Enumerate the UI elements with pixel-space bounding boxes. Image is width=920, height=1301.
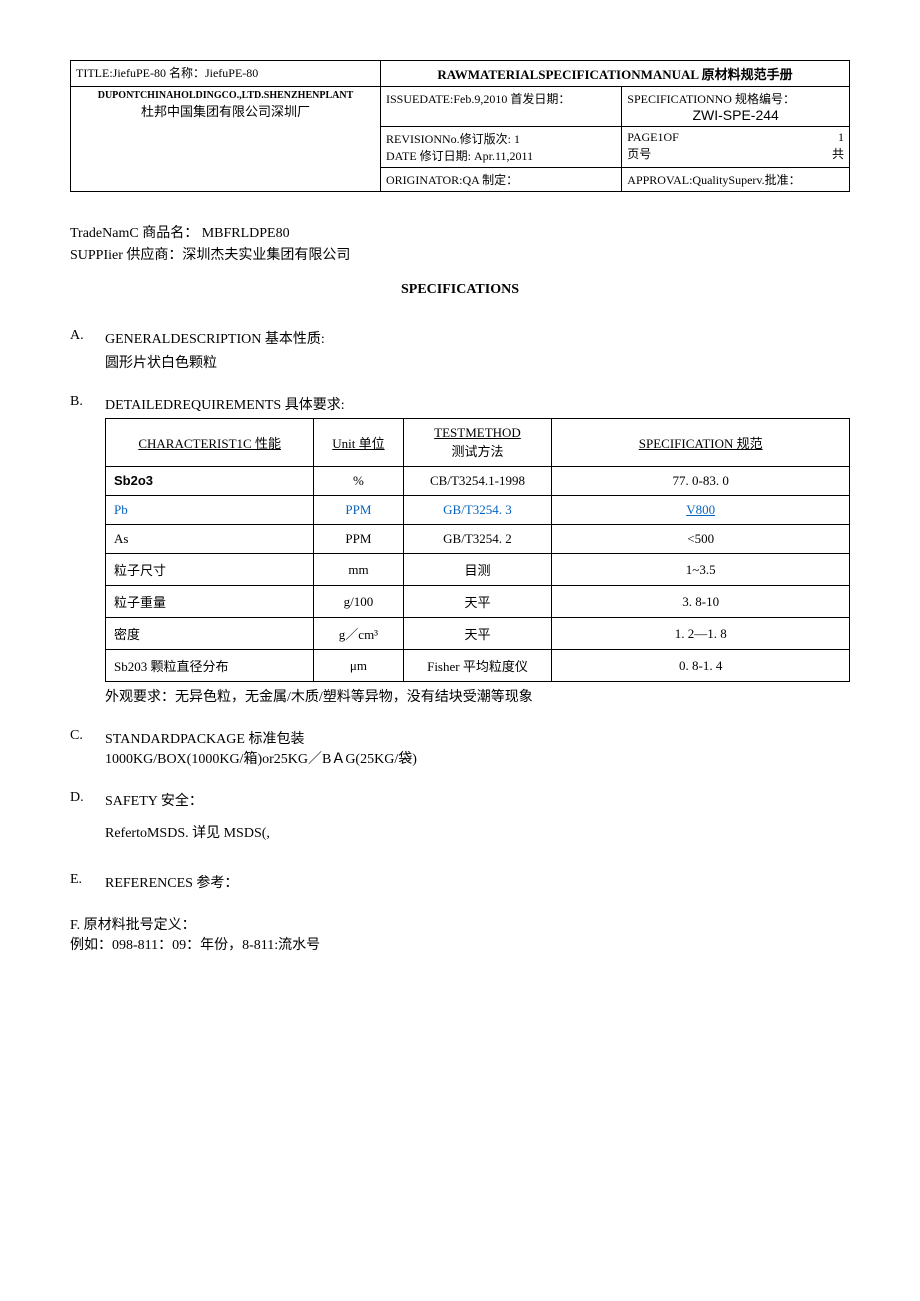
company-en: DUPONTCHINAHOLDINGCO.,LTD.SHENZHENPLANT: [76, 90, 375, 101]
cell-method: 目测: [403, 554, 552, 586]
cell-unit: PPM: [314, 525, 403, 554]
table-row: Sb2o3%CB/T3254.1-199877. 0-83. 0: [106, 467, 850, 496]
approval: APPROVAL:QualitySuperv.批准：: [622, 168, 850, 192]
cell-characteristic: Sb2o3: [106, 467, 314, 496]
section-e: E. REFERENCES 参考：: [70, 872, 850, 892]
section-e-letter: E.: [70, 872, 105, 892]
cell-spec: 77. 0-83. 0: [552, 467, 850, 496]
supplier: SUPPIier 供应商：深圳杰夫实业集团有限公司: [70, 244, 850, 264]
spec-no: ZWI-SPE-244: [627, 107, 844, 123]
company-cn: 杜邦中国集团有限公司深圳厂: [76, 101, 375, 120]
cell-spec: V800: [552, 496, 850, 525]
section-a-title: GENERALDESCRIPTION 基本性质:: [105, 328, 850, 348]
th-spec: SPECIFICATION 规范: [552, 419, 850, 467]
section-a-letter: A.: [70, 328, 105, 348]
page-total-label: 共: [832, 145, 844, 162]
cell-unit: g/100: [314, 586, 403, 618]
th-unit: Unit 单位: [314, 419, 403, 467]
section-d-letter: D.: [70, 790, 105, 810]
section-c-title: STANDARDPACKAGE 标准包装: [105, 728, 850, 748]
page-info-cell: PAGE1OF 1 页号 共: [622, 127, 850, 168]
section-f-line2: 例如：098-811：09：年份，8-811:流水号: [70, 934, 850, 954]
table-row: Sb203 颗粒直径分布μmFisher 平均粒度仪0. 8-1. 4: [106, 650, 850, 682]
section-e-title: REFERENCES 参考：: [105, 872, 850, 892]
cell-unit: μm: [314, 650, 403, 682]
cell-spec: 1~3.5: [552, 554, 850, 586]
cell-method: GB/T3254. 2: [403, 525, 552, 554]
section-c: C. STANDARDPACKAGE 标准包装 1000KG/BOX(1000K…: [70, 728, 850, 768]
cell-characteristic: 粒子重量: [106, 586, 314, 618]
table-row: 粒子重量g/100天平3. 8-10: [106, 586, 850, 618]
cell-characteristic: 粒子尺寸: [106, 554, 314, 586]
section-d-title: SAFETY 安全：: [105, 790, 850, 810]
section-f-line1: F. 原材料批号定义：: [70, 914, 850, 934]
page-of-num: 1: [838, 130, 844, 145]
spec-title: SPECIFICATIONS: [70, 282, 850, 298]
section-a: A. GENERALDESCRIPTION 基本性质: 圆形片状白色颗粒: [70, 328, 850, 372]
doc-title: TITLE:JiefuPE-80 名称：JiefuPE-80: [76, 66, 258, 80]
table-row: 粒子尺寸mm目测1~3.5: [106, 554, 850, 586]
cell-method: CB/T3254.1-1998: [403, 467, 552, 496]
page-of-label: PAGE1OF: [627, 130, 679, 145]
trade-info: TradeNamC 商品名： MBFRLDPE80 SUPPIier 供应商：深…: [70, 222, 850, 264]
table-row: 密度g／cm³天平1. 2—1. 8: [106, 618, 850, 650]
cell-characteristic: Pb: [106, 496, 314, 525]
section-f: F. 原材料批号定义： 例如：098-811：09：年份，8-811:流水号: [70, 914, 850, 954]
company-cell: DUPONTCHINAHOLDINGCO.,LTD.SHENZHENPLANT …: [71, 87, 381, 192]
cell-unit: mm: [314, 554, 403, 586]
cell-unit: %: [314, 467, 403, 496]
cell-characteristic: Sb203 颗粒直径分布: [106, 650, 314, 682]
section-d-body: RefertoMSDS. 详见 MSDS(,: [105, 822, 850, 842]
cell-method: GB/T3254. 3: [403, 496, 552, 525]
section-a-body: 圆形片状白色颗粒: [105, 352, 850, 372]
spec-no-label: SPECIFICATIONNO 规格编号：: [627, 90, 844, 107]
table-row: AsPPMGB/T3254. 2<500: [106, 525, 850, 554]
cell-unit: g／cm³: [314, 618, 403, 650]
title-cell: TITLE:JiefuPE-80 名称：JiefuPE-80: [71, 61, 381, 87]
cell-spec: 0. 8-1. 4: [552, 650, 850, 682]
revision-no: REVISIONNo.修订版次: 1: [386, 130, 616, 147]
cell-unit: PPM: [314, 496, 403, 525]
appearance-note: 外观要求：无异色粒，无金属/木质/塑料等异物，没有结块受潮等现象: [105, 686, 850, 706]
originator: ORIGINATOR:QA 制定：: [381, 168, 622, 192]
spec-table: CHARACTERIST1C 性能 Unit 单位 TESTMETHOD 测试方…: [105, 418, 850, 682]
spec-no-cell: SPECIFICATIONNO 规格编号： ZWI-SPE-244: [622, 87, 850, 127]
cell-spec: 3. 8-10: [552, 586, 850, 618]
trade-name: TradeNamC 商品名： MBFRLDPE80: [70, 222, 850, 242]
section-b-letter: B.: [70, 394, 105, 414]
page-label: 页号: [627, 145, 651, 162]
cell-method: 天平: [403, 618, 552, 650]
cell-characteristic: As: [106, 525, 314, 554]
th-method: TESTMETHOD 测试方法: [403, 419, 552, 467]
revision-date: DATE 修订日期: Apr.11,2011: [386, 147, 616, 164]
cell-spec: <500: [552, 525, 850, 554]
manual-title: RAWMATERIALSPECIFICATIONMANUAL 原材料规范手册: [381, 61, 850, 87]
table-row: PbPPMGB/T3254. 3V800: [106, 496, 850, 525]
revision-cell: REVISIONNo.修订版次: 1 DATE 修订日期: Apr.11,201…: [381, 127, 622, 168]
cell-method: 天平: [403, 586, 552, 618]
section-d: D. SAFETY 安全： RefertoMSDS. 详见 MSDS(,: [70, 790, 850, 842]
section-b: B. DETAILEDREQUIREMENTS 具体要求: CHARACTERI…: [70, 394, 850, 706]
section-b-title: DETAILEDREQUIREMENTS 具体要求:: [105, 394, 850, 414]
cell-spec: 1. 2—1. 8: [552, 618, 850, 650]
issue-date: ISSUEDATE:Feb.9,2010 首发日期：: [381, 87, 622, 127]
th-char: CHARACTERIST1C 性能: [106, 419, 314, 467]
document-header-table: TITLE:JiefuPE-80 名称：JiefuPE-80 RAWMATERI…: [70, 60, 850, 192]
cell-method: Fisher 平均粒度仪: [403, 650, 552, 682]
section-c-letter: C.: [70, 728, 105, 748]
cell-characteristic: 密度: [106, 618, 314, 650]
section-c-body: 1000KG/BOX(1000KG/箱)or25KG／BＡG(25KG/袋): [105, 748, 850, 768]
